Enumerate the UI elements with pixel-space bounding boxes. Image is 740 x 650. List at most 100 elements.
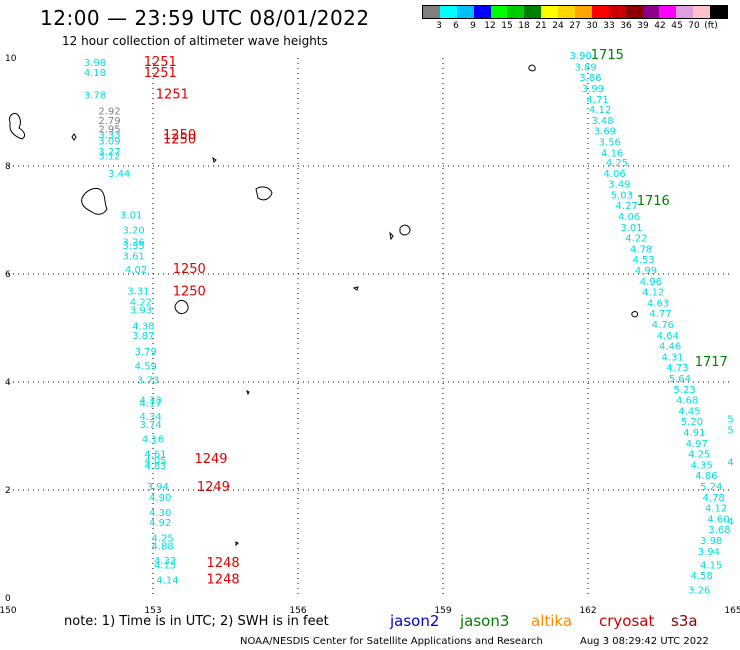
x-tick-label: 153 xyxy=(144,606,161,616)
wave-height-value: 3.87 xyxy=(132,331,154,342)
wave-height-value: 4.58 xyxy=(690,571,712,582)
pass-time-label: 1248 xyxy=(207,556,240,571)
island-atoll xyxy=(255,186,273,201)
legend-label: 33 xyxy=(603,21,615,31)
map-grid xyxy=(8,58,733,598)
wave-height-value: 3.98 xyxy=(700,536,722,547)
legend-label: 36 xyxy=(620,21,632,31)
wave-height-value: 4.18 xyxy=(84,68,106,79)
wave-height-value: 3.99 xyxy=(582,84,604,95)
wave-height-value: 4.71 xyxy=(587,95,609,106)
wave-height-value: 4.05 xyxy=(144,456,166,467)
legend-swatch xyxy=(490,6,508,18)
wave-height-value: 3.94 xyxy=(698,547,720,558)
island-dot-4 xyxy=(235,541,239,547)
wave-height-value: 4.90 xyxy=(149,493,171,504)
wave-height-value: 4.99 xyxy=(635,266,657,277)
wave-height-value: 3.90 xyxy=(570,51,592,62)
pass-time-label: 1717 xyxy=(695,355,728,370)
legend-swatch xyxy=(710,6,728,18)
island-pohnpei-west xyxy=(81,187,108,215)
legend-label: 39 xyxy=(637,21,649,31)
legend-swatch xyxy=(575,6,592,18)
wave-height-value: 4.06 xyxy=(603,169,625,180)
wave-height-value: 5.03 xyxy=(611,190,633,201)
legend-label: 24 xyxy=(552,21,564,31)
wave-height-value: 3.79 xyxy=(135,347,157,358)
wave-height-value: 3.94 xyxy=(147,482,169,493)
x-tick-label: 165 xyxy=(724,606,740,616)
wave-height-value: 4.17 xyxy=(139,398,161,409)
legend-label: 21 xyxy=(535,21,547,31)
wave-height-value: 4.64 xyxy=(657,331,679,342)
pass-time-label: 1250 xyxy=(173,262,206,277)
y-tick-label: 6 xyxy=(5,270,11,280)
wave-height-value: 5.64 xyxy=(669,374,691,385)
legend-label: 27 xyxy=(569,21,581,31)
satellite-jason3: jason3 xyxy=(460,612,510,630)
wave-height-value: 3.68 xyxy=(708,525,730,536)
axis-tick-labels: 150 153 156 159 162 165 0 2 4 6 8 10 xyxy=(0,54,740,616)
y-tick-label: 4 xyxy=(5,378,11,388)
wave-height-value: 4 xyxy=(727,458,733,469)
legend-swatch xyxy=(591,6,609,18)
pass-time-labels: 1251125112511250125012501250124912491248… xyxy=(144,48,728,587)
wave-height-value: 4.53 xyxy=(632,255,654,266)
legend-label: 3 xyxy=(436,21,442,31)
wave-height-value: 4.15 xyxy=(154,560,176,571)
wave-height-value: 3.56 xyxy=(599,137,621,148)
wave-height-value: 4.02 xyxy=(125,265,147,276)
wave-height-value: 3.35 xyxy=(123,241,145,252)
island-outlines xyxy=(9,64,638,547)
wave-height-value: 2.79 xyxy=(98,116,120,127)
wave-height-value: 3.33 xyxy=(98,130,120,141)
wave-height-value: 3.93 xyxy=(130,305,152,316)
wave-height-value: 2.95 xyxy=(98,125,120,136)
wave-height-value: 5 xyxy=(727,415,733,426)
wave-height-value: 4.12 xyxy=(589,105,611,116)
wave-height-value: 4.46 xyxy=(659,342,681,353)
wave-height-value: 4.73 xyxy=(666,363,688,374)
wave-height-value: 4.76 xyxy=(652,320,674,331)
pass-time-label: 1249 xyxy=(194,452,227,467)
wave-height-value: 3.44 xyxy=(108,169,130,180)
wave-height-value: 3.26 xyxy=(123,237,145,248)
pass-time-label: 1716 xyxy=(637,194,670,209)
legend-swatch xyxy=(625,6,643,18)
y-tick-label: 0 xyxy=(5,594,11,604)
wave-height-value: 4.33 xyxy=(139,396,161,407)
satellite-jason2: jason2 xyxy=(390,612,440,630)
legend-label: 15 xyxy=(501,21,513,31)
wave-height-value: 4.38 xyxy=(132,322,154,333)
island-dot-1 xyxy=(212,156,217,163)
legend-swatch xyxy=(439,6,457,18)
wave-height-value: 4.97 xyxy=(686,439,708,450)
wave-height-value: 4.88 xyxy=(152,541,174,552)
island-mid xyxy=(399,224,411,236)
wave-height-value: 4.60 xyxy=(707,514,729,525)
wave-height-value: 5.24 xyxy=(700,482,722,493)
wave-height-value: 3.09 xyxy=(98,136,120,147)
wave-height-value: 3.89 xyxy=(574,62,596,73)
y-tick-label: 10 xyxy=(5,54,17,64)
wave-height-value: 4.33 xyxy=(154,556,176,567)
generation-timestamp: Aug 3 08:29:42 UTC 2022 xyxy=(580,636,709,647)
legend-swatch xyxy=(676,6,694,18)
wave-height-value: 4.25 xyxy=(688,450,710,461)
wave-height-value: 4.61 xyxy=(144,450,166,461)
wave-height-values: 3.984.183.782.922.792.953.333.093.273.12… xyxy=(84,51,734,597)
credit-text: NOAA/NESDIS Center for Satellite Applica… xyxy=(240,636,543,647)
island-chuuk xyxy=(9,113,26,140)
wave-height-value: 3.69 xyxy=(594,127,616,138)
x-tick-label: 150 xyxy=(0,606,17,616)
pass-time-label: 1715 xyxy=(591,48,624,63)
wave-height-value: 3.86 xyxy=(579,73,601,84)
wave-height-value: 4.91 xyxy=(683,428,705,439)
wave-height-value: 3.20 xyxy=(123,226,145,237)
wave-height-value: 4.22 xyxy=(130,297,152,308)
wave-height-value: 4.35 xyxy=(690,460,712,471)
wave-height-value: 4.68 xyxy=(676,396,698,407)
pass-time-label: 1251 xyxy=(144,66,177,81)
legend-swatch xyxy=(558,6,576,18)
legend-label: 12 xyxy=(484,21,496,31)
